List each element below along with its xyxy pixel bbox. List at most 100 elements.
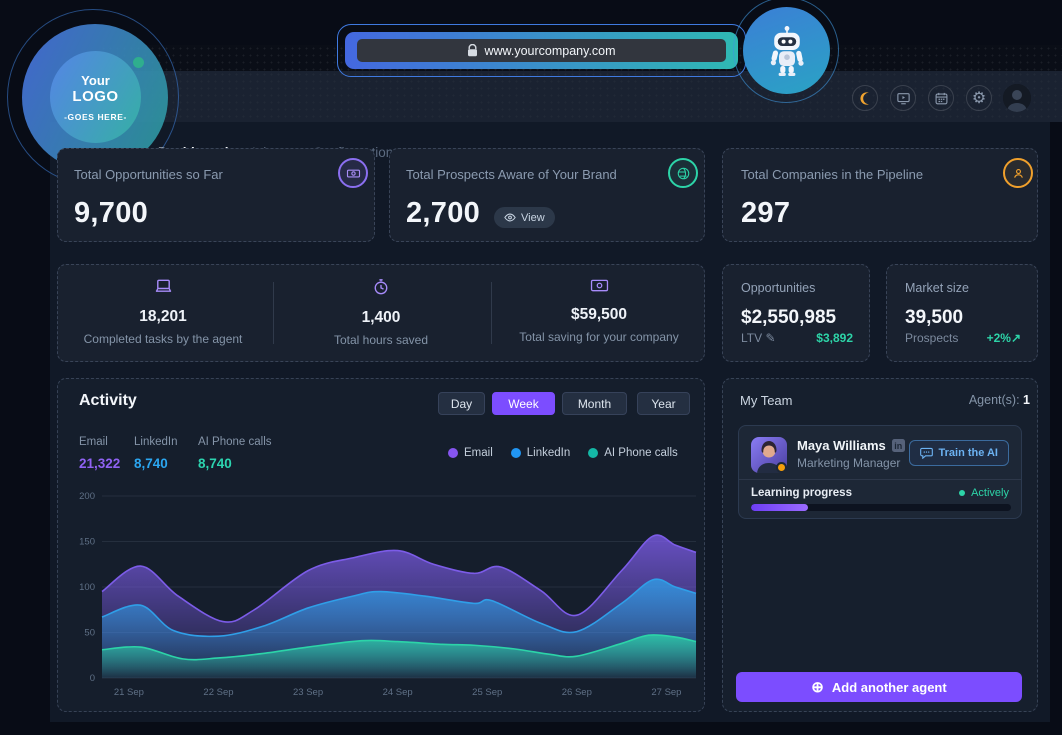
url-text: www.yourcompany.com [484, 43, 616, 58]
side-title: Market size [905, 281, 969, 295]
screen-play-icon [896, 92, 910, 104]
tutorials-button[interactable] [890, 85, 916, 111]
kpi-card-opportunities: Total Opportunities so Far 9,700 [57, 148, 375, 242]
logo-accent-dot [133, 57, 144, 68]
logo-line2: LOGO [72, 87, 119, 105]
pencil-icon[interactable]: ✎ [765, 331, 776, 345]
total-label: LinkedIn [134, 436, 178, 448]
person-icon [1003, 158, 1033, 188]
side-card-market-size: Market size 39,500 Prospects +2%↗ [886, 264, 1038, 362]
svg-text:26 Sep: 26 Sep [562, 687, 592, 698]
legend-dot-email [448, 448, 458, 458]
svg-text:21 Sep: 21 Sep [114, 687, 144, 698]
money-icon [590, 279, 608, 292]
total-value: 21,322 [79, 456, 121, 471]
url-input[interactable]: www.yourcompany.com [357, 39, 726, 62]
svg-text:27 Sep: 27 Sep [651, 687, 681, 698]
kpi-title: Total Companies in the Pipeline [741, 167, 924, 182]
total-label: Email [79, 436, 108, 448]
stat-hours-saved: 1,400 Total hours saved [281, 278, 481, 347]
prospects-label: Prospects [905, 331, 959, 345]
svg-text:25 Sep: 25 Sep [472, 687, 502, 698]
svg-text:23 Sep: 23 Sep [293, 687, 323, 698]
team-title: My Team [740, 393, 793, 408]
alarm-clock-icon [374, 279, 388, 295]
side-value: $2,550,985 [741, 307, 837, 328]
divider [739, 479, 1021, 480]
activity-total-email: Email 21,322 [79, 436, 120, 471]
legend-linkedin: LinkedIn [510, 447, 570, 459]
plus-circle-icon: ⊕ [811, 679, 824, 696]
svg-text:50: 50 [84, 628, 95, 639]
range-button-day[interactable]: Day [438, 392, 485, 415]
side-title: Opportunities [741, 281, 816, 295]
learning-progress-bar [751, 504, 1011, 511]
robot-mascot [743, 7, 830, 94]
company-logo: Your LOGO -GOES HERE- [50, 51, 141, 143]
stat-label: Total hours saved [333, 333, 429, 347]
calendar-icon [935, 92, 947, 104]
learning-status: Actively [959, 487, 1009, 499]
svg-text:22 Sep: 22 Sep [203, 687, 233, 698]
kpi-card-prospects: Total Prospects Aware of Your Brand 2,70… [389, 148, 705, 242]
add-agent-button[interactable]: ⊕ Add another agent [736, 672, 1022, 702]
stat-savings: $59,500 Total saving for your company [499, 278, 699, 344]
chart-legend: Email LinkedIn AI Phone calls [448, 447, 678, 459]
linkedin-icon: in [891, 439, 905, 452]
side-value: 39,500 [905, 307, 964, 328]
prospects-trend: +2%↗ [986, 331, 1021, 345]
divider [491, 282, 492, 344]
kpi-value: 9,700 [74, 197, 149, 229]
agent-card: Maya Williams in Marketing Manager Train… [738, 425, 1022, 519]
legend-dot-ai-calls [588, 448, 599, 458]
calendar-button[interactable] [928, 85, 954, 111]
trend-up-icon: ↗ [1010, 331, 1021, 345]
settings-button[interactable]: ⚙ [966, 85, 992, 111]
svg-text:200: 200 [79, 491, 95, 502]
stat-value: $59,500 [570, 306, 628, 323]
theme-toggle-button[interactable] [852, 85, 878, 111]
activity-title: Activity [79, 392, 137, 409]
robot-ring [733, 0, 839, 103]
ltv-value: $3,892 [816, 331, 853, 345]
moon-icon [859, 91, 869, 105]
range-button-week[interactable]: Week [492, 392, 555, 415]
robot-icon [770, 25, 804, 76]
agent-status-badge [776, 462, 787, 473]
legend-dot-linkedin [510, 448, 521, 458]
app-header-band [100, 71, 1062, 122]
logo-line1: Your [81, 72, 110, 88]
legend-email: Email [448, 447, 493, 459]
laptop-icon [155, 279, 171, 292]
kpi-value: 297 [741, 197, 791, 229]
learning-progress-fill [751, 504, 809, 511]
range-button-year[interactable]: Year [637, 392, 690, 415]
agents-count: Agent(s): 1 [968, 393, 1030, 407]
stat-label: Total saving for your company [519, 330, 679, 344]
train-ai-button[interactable]: Train the AI [908, 440, 1009, 466]
chat-icon [919, 447, 933, 459]
activity-total-linkedin: LinkedIn 8,740 [134, 436, 177, 471]
learning-progress-label: Learning progress [751, 487, 852, 499]
user-avatar[interactable] [1003, 84, 1031, 112]
stat-value: 18,201 [139, 308, 187, 325]
stat-completed-tasks: 18,201 Completed tasks by the agent [63, 278, 263, 346]
lock-icon [468, 44, 478, 57]
view-label: View [521, 211, 545, 224]
svg-text:24 Sep: 24 Sep [383, 687, 413, 698]
view-button[interactable]: View [494, 207, 555, 228]
activity-area-chart[interactable]: 0 50 100 150 200 21 Sep 22 Sep 23 Sep 24 Sep 25 S… [66, 486, 700, 702]
total-value: 8,740 [198, 456, 232, 471]
total-label: AI Phone calls [198, 436, 272, 448]
logo-line3: -GOES HERE- [64, 111, 127, 122]
ltv-label[interactable]: LTV ✎ [741, 331, 776, 345]
stat-label: Completed tasks by the agent [83, 332, 243, 346]
svg-text:100: 100 [79, 582, 95, 593]
eye-icon [504, 213, 516, 222]
activity-total-ai-calls: AI Phone calls 8,740 [198, 436, 272, 471]
agent-role: Marketing Manager [797, 456, 901, 470]
status-dot [959, 490, 966, 496]
range-button-month[interactable]: Month [562, 392, 627, 415]
user-photo [1003, 84, 1031, 112]
stat-value: 1,400 [361, 309, 401, 326]
